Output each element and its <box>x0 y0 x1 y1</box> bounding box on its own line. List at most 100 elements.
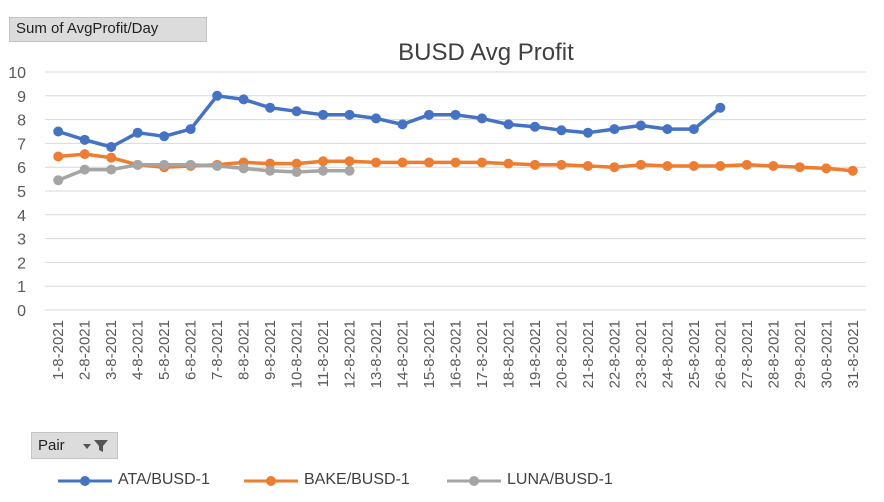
legend-label-bake: BAKE/BUSD-1 <box>304 471 410 488</box>
legend-marker-ata <box>58 476 112 486</box>
data-point <box>291 166 302 177</box>
data-point <box>609 124 620 135</box>
legend-marker-bake <box>244 476 298 486</box>
y-tick-label: 6 <box>17 160 26 177</box>
x-tick-label: 24-8-2021 <box>659 320 676 388</box>
data-point <box>741 159 752 170</box>
x-tick-label: 29-8-2021 <box>792 320 809 388</box>
data-point <box>450 157 461 168</box>
data-point <box>265 158 276 169</box>
data-point <box>318 165 329 176</box>
data-point <box>450 109 461 120</box>
pair-field-label: Pair <box>38 437 65 454</box>
x-tick-label: 3-8-2021 <box>103 320 120 380</box>
data-point <box>397 157 408 168</box>
legend-marker-luna <box>447 476 501 486</box>
data-point <box>318 156 329 167</box>
x-tick-label: 18-8-2021 <box>500 320 517 388</box>
data-point <box>79 134 90 145</box>
x-tick-label: 27-8-2021 <box>739 320 756 388</box>
data-point <box>344 109 355 120</box>
data-point <box>159 159 170 170</box>
data-point <box>265 102 276 113</box>
x-tick-label: 11-8-2021 <box>315 320 332 387</box>
y-tick-label: 4 <box>17 208 26 225</box>
x-tick-label: 26-8-2021 <box>712 320 729 388</box>
data-point <box>503 158 514 169</box>
legend-label-ata: ATA/BUSD-1 <box>118 471 210 488</box>
data-point <box>821 163 832 174</box>
y-tick-label: 5 <box>17 184 26 201</box>
data-point <box>476 113 487 124</box>
data-point <box>635 120 646 131</box>
data-point <box>185 124 196 135</box>
gridlines <box>45 71 866 311</box>
y-tick-label: 8 <box>17 113 26 130</box>
x-tick-label: 16-8-2021 <box>448 320 465 388</box>
data-point <box>635 159 646 170</box>
x-tick-label: 6-8-2021 <box>183 320 200 380</box>
data-point <box>715 161 726 172</box>
pair-field-button[interactable]: Pair <box>31 432 118 459</box>
x-tick-label: 20-8-2021 <box>553 320 570 388</box>
data-point <box>503 119 514 130</box>
y-tick-label: 0 <box>17 303 26 320</box>
data-point <box>291 106 302 117</box>
data-point <box>556 159 567 170</box>
data-point <box>344 165 355 176</box>
data-point <box>794 162 805 173</box>
x-tick-label: 10-8-2021 <box>289 320 306 388</box>
y-tick-label: 1 <box>17 279 26 296</box>
data-point <box>397 119 408 130</box>
data-point <box>238 94 249 105</box>
filter-icon[interactable] <box>81 439 111 453</box>
y-axis-tick-labels: 0 1 2 3 4 5 6 7 8 9 10 <box>8 65 26 320</box>
x-tick-label: 17-8-2021 <box>474 320 491 388</box>
y-tick-label: 10 <box>8 65 26 82</box>
data-point <box>344 156 355 167</box>
x-tick-label: 28-8-2021 <box>765 320 782 388</box>
data-point <box>291 158 302 169</box>
data-point <box>106 164 117 175</box>
data-point <box>688 161 699 172</box>
x-tick-label: 30-8-2021 <box>818 320 835 388</box>
data-point <box>371 113 382 124</box>
value-field-label: Sum of AvgProfit/Day <box>16 20 159 37</box>
series-line-0 <box>56 94 723 149</box>
data-point <box>238 163 249 174</box>
x-tick-label: 22-8-2021 <box>606 320 623 388</box>
data-point <box>132 159 143 170</box>
x-tick-label: 12-8-2021 <box>342 320 359 388</box>
x-tick-label: 21-8-2021 <box>580 320 597 388</box>
data-point <box>185 159 196 170</box>
data-point <box>53 126 64 137</box>
data-point <box>662 124 673 135</box>
data-point <box>529 121 540 132</box>
x-tick-label: 9-8-2021 <box>262 320 279 380</box>
x-tick-label: 25-8-2021 <box>686 320 703 388</box>
data-point <box>768 161 779 172</box>
value-field-button[interactable]: Sum of AvgProfit/Day <box>9 17 207 42</box>
x-tick-label: 14-8-2021 <box>395 320 412 388</box>
data-point <box>688 124 699 135</box>
data-point <box>132 127 143 138</box>
legend-label-luna: LUNA/BUSD-1 <box>507 471 613 488</box>
data-point <box>609 162 620 173</box>
data-point <box>106 152 117 163</box>
x-tick-label: 13-8-2021 <box>368 320 385 388</box>
x-tick-label: 1-8-2021 <box>50 320 67 380</box>
data-point <box>212 90 223 101</box>
x-tick-label: 23-8-2021 <box>633 320 650 388</box>
data-point <box>476 157 487 168</box>
x-tick-label: 7-8-2021 <box>209 320 226 380</box>
data-point <box>53 175 64 186</box>
data-point <box>582 161 593 172</box>
series-points <box>53 90 858 186</box>
x-tick-label: 31-8-2021 <box>845 320 862 388</box>
data-point <box>79 164 90 175</box>
data-point <box>582 127 593 138</box>
data-point <box>715 102 726 113</box>
data-point <box>106 141 117 152</box>
data-point <box>424 157 435 168</box>
data-point <box>662 161 673 172</box>
